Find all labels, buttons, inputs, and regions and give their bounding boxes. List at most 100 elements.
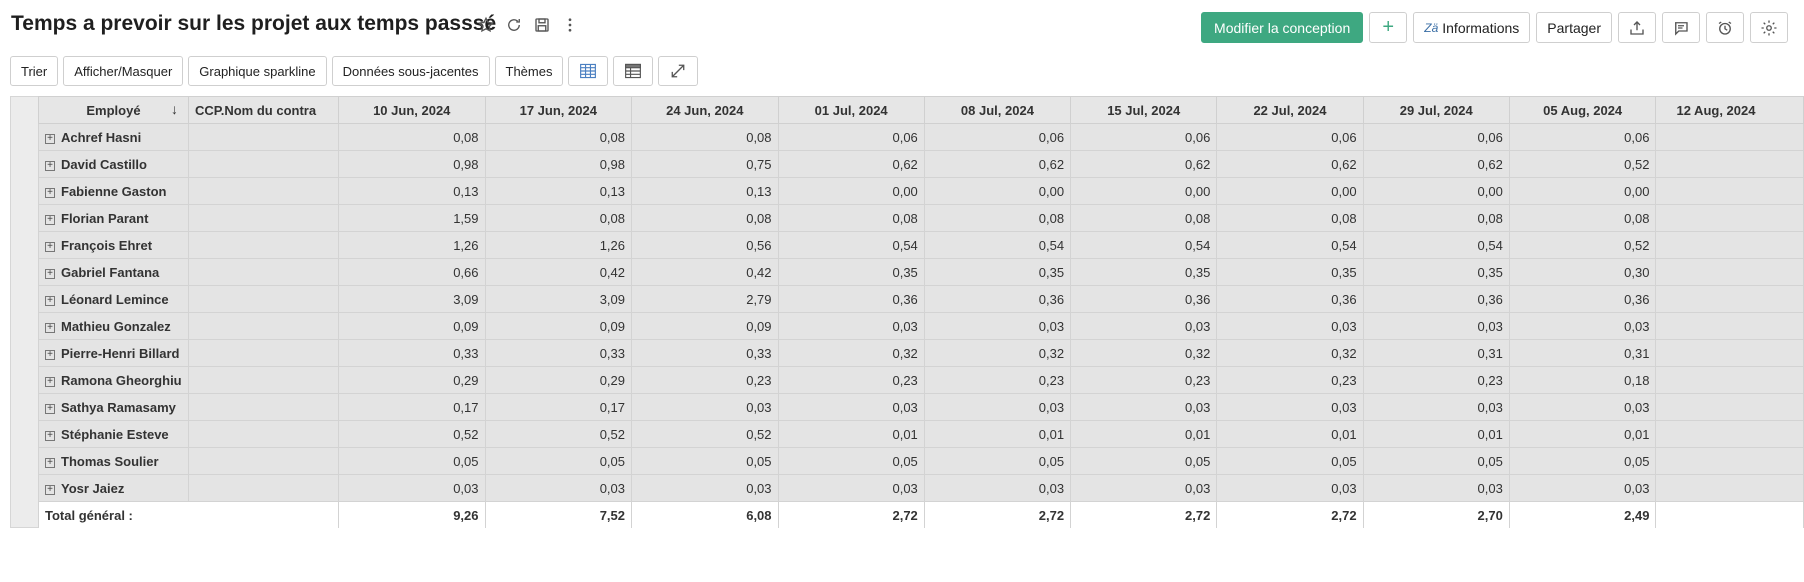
employee-name: Fabienne Gaston: [61, 183, 167, 199]
modify-design-button[interactable]: Modifier la conception: [1201, 12, 1364, 43]
export-icon: [1630, 20, 1644, 35]
schedule-button[interactable]: [1706, 12, 1744, 43]
grand-total-value: 6,08: [631, 501, 779, 528]
value-cell: 0,36: [1216, 285, 1364, 313]
employee-name: Pierre-Henri Billard: [61, 345, 180, 361]
value-cell: 0,01: [1362, 420, 1510, 448]
info-icon: Zä: [1424, 20, 1439, 35]
grand-total-value: 2,72: [923, 501, 1072, 528]
value-cell: 0,31: [1508, 339, 1657, 367]
value-cell: 0,54: [1070, 231, 1218, 259]
value-cell: 0,05: [1508, 447, 1657, 475]
value-cell: 0,42: [484, 258, 633, 286]
expand-row-icon[interactable]: +: [45, 457, 55, 468]
table-view-button[interactable]: [568, 56, 609, 86]
value-cell: 0,00: [1216, 177, 1364, 205]
share-button[interactable]: Partager: [1536, 12, 1612, 43]
value-cell: 0,31: [1362, 339, 1510, 367]
expand-row-icon[interactable]: +: [45, 322, 55, 333]
report-toolbar: Trier Afficher/Masquer Graphique sparkli…: [10, 56, 699, 86]
column-header-date[interactable]: 12 Aug, 2024: [1655, 96, 1804, 124]
expand-row-icon[interactable]: +: [45, 214, 55, 225]
value-cell: 0,18: [1508, 366, 1657, 394]
informations-label: Informations: [1442, 19, 1520, 36]
star-icon[interactable]: [475, 14, 497, 36]
expand-row-icon[interactable]: +: [45, 160, 55, 171]
column-header-ccp[interactable]: CCP.Nom du contra: [187, 96, 339, 124]
column-header-date[interactable]: 17 Jun, 2024: [484, 96, 633, 124]
export-button[interactable]: [1618, 12, 1656, 43]
value-cell: 0,32: [923, 339, 1072, 367]
expand-row-icon[interactable]: +: [45, 241, 55, 252]
column-header-date[interactable]: 05 Aug, 2024: [1508, 96, 1657, 124]
employee-cell: + Ramona Gheorghiu: [38, 366, 189, 394]
value-cell: 0,08: [1362, 204, 1510, 232]
underlying-data-button[interactable]: Données sous-jacentes: [331, 56, 490, 86]
employee-cell: + Florian Parant: [38, 204, 189, 232]
ccp-cell: [187, 447, 339, 475]
sort-descending-icon[interactable]: ↓: [170, 101, 178, 117]
ccp-cell: [187, 204, 339, 232]
column-header-date[interactable]: 08 Jul, 2024: [923, 96, 1072, 124]
expand-row-icon[interactable]: +: [45, 430, 55, 441]
column-header-date[interactable]: 10 Jun, 2024: [337, 96, 486, 124]
report-title: Temps a prevoir sur les projet aux temps…: [11, 12, 497, 35]
employee-cell: + Fabienne Gaston: [38, 177, 189, 205]
fullscreen-button[interactable]: [658, 56, 699, 86]
column-header-date[interactable]: 22 Jul, 2024: [1216, 96, 1364, 124]
value-cell: 0,08: [1508, 204, 1657, 232]
value-cell: 0,01: [1508, 420, 1657, 448]
employee-name: Achref Hasni: [61, 129, 142, 145]
value-cell: 0,29: [484, 366, 633, 394]
ccp-cell: [187, 339, 339, 367]
value-cell: 0,03: [1216, 312, 1364, 340]
employee-name: Gabriel Fantana: [61, 264, 160, 280]
add-button[interactable]: +: [1369, 12, 1408, 43]
value-cell: 0,36: [923, 285, 1072, 313]
value-cell: 0,03: [631, 474, 779, 502]
expand-row-icon[interactable]: +: [45, 403, 55, 414]
employee-name: Léonard Lemince: [61, 291, 169, 307]
more-vertical-icon[interactable]: [559, 14, 581, 36]
expand-row-icon[interactable]: +: [45, 349, 55, 360]
expand-row-icon[interactable]: +: [45, 187, 55, 198]
refresh-icon[interactable]: [503, 14, 525, 36]
value-cell-overflow: [1655, 447, 1804, 475]
themes-button[interactable]: Thèmes: [494, 56, 564, 86]
column-header-date[interactable]: 15 Jul, 2024: [1070, 96, 1218, 124]
column-header-employee[interactable]: Employé ↓: [38, 96, 189, 124]
sort-button[interactable]: Trier: [10, 56, 59, 86]
informations-button[interactable]: Zä Informations: [1413, 12, 1531, 43]
value-cell: 0,05: [1070, 447, 1218, 475]
value-cell: 1,26: [484, 231, 633, 259]
value-cell: 0,05: [631, 447, 779, 475]
employee-name: François Ehret: [61, 237, 153, 253]
value-cell: 0,52: [631, 420, 779, 448]
table-row: + Ramona Gheorghiu 0,29 0,29 0,23 0,23 0,23 0,2…: [38, 366, 1804, 394]
column-header-date[interactable]: 01 Jul, 2024: [777, 96, 925, 124]
table-row: + Mathieu Gonzalez 0,09 0,09 0,09 0,03 0,03 0,0…: [38, 312, 1804, 340]
ccp-cell: [187, 123, 339, 151]
value-cell: 0,23: [631, 366, 779, 394]
column-header-date[interactable]: 24 Jun, 2024: [631, 96, 779, 124]
save-icon[interactable]: [531, 14, 553, 36]
gear-icon: [1761, 20, 1777, 35]
expand-row-icon[interactable]: +: [45, 484, 55, 495]
comment-button[interactable]: [1662, 12, 1700, 43]
expand-row-icon[interactable]: +: [45, 295, 55, 306]
sparkline-button[interactable]: Graphique sparkline: [188, 56, 327, 86]
column-header-date[interactable]: 29 Jul, 2024: [1362, 96, 1510, 124]
value-cell: 0,36: [777, 285, 925, 313]
settings-button[interactable]: [1750, 12, 1788, 43]
expand-row-icon[interactable]: +: [45, 133, 55, 144]
expand-row-icon[interactable]: +: [45, 376, 55, 387]
ccp-cell: [187, 177, 339, 205]
pivot-view-button[interactable]: [613, 56, 654, 86]
column-header-label: Employé: [86, 102, 141, 118]
value-cell: 0,08: [1216, 204, 1364, 232]
show-hide-button[interactable]: Afficher/Masquer: [63, 56, 184, 86]
value-cell: 0,62: [777, 150, 925, 178]
employee-name: Florian Parant: [61, 210, 149, 226]
expand-row-icon[interactable]: +: [45, 268, 55, 279]
employee-cell: + Yosr Jaiez: [38, 474, 189, 502]
